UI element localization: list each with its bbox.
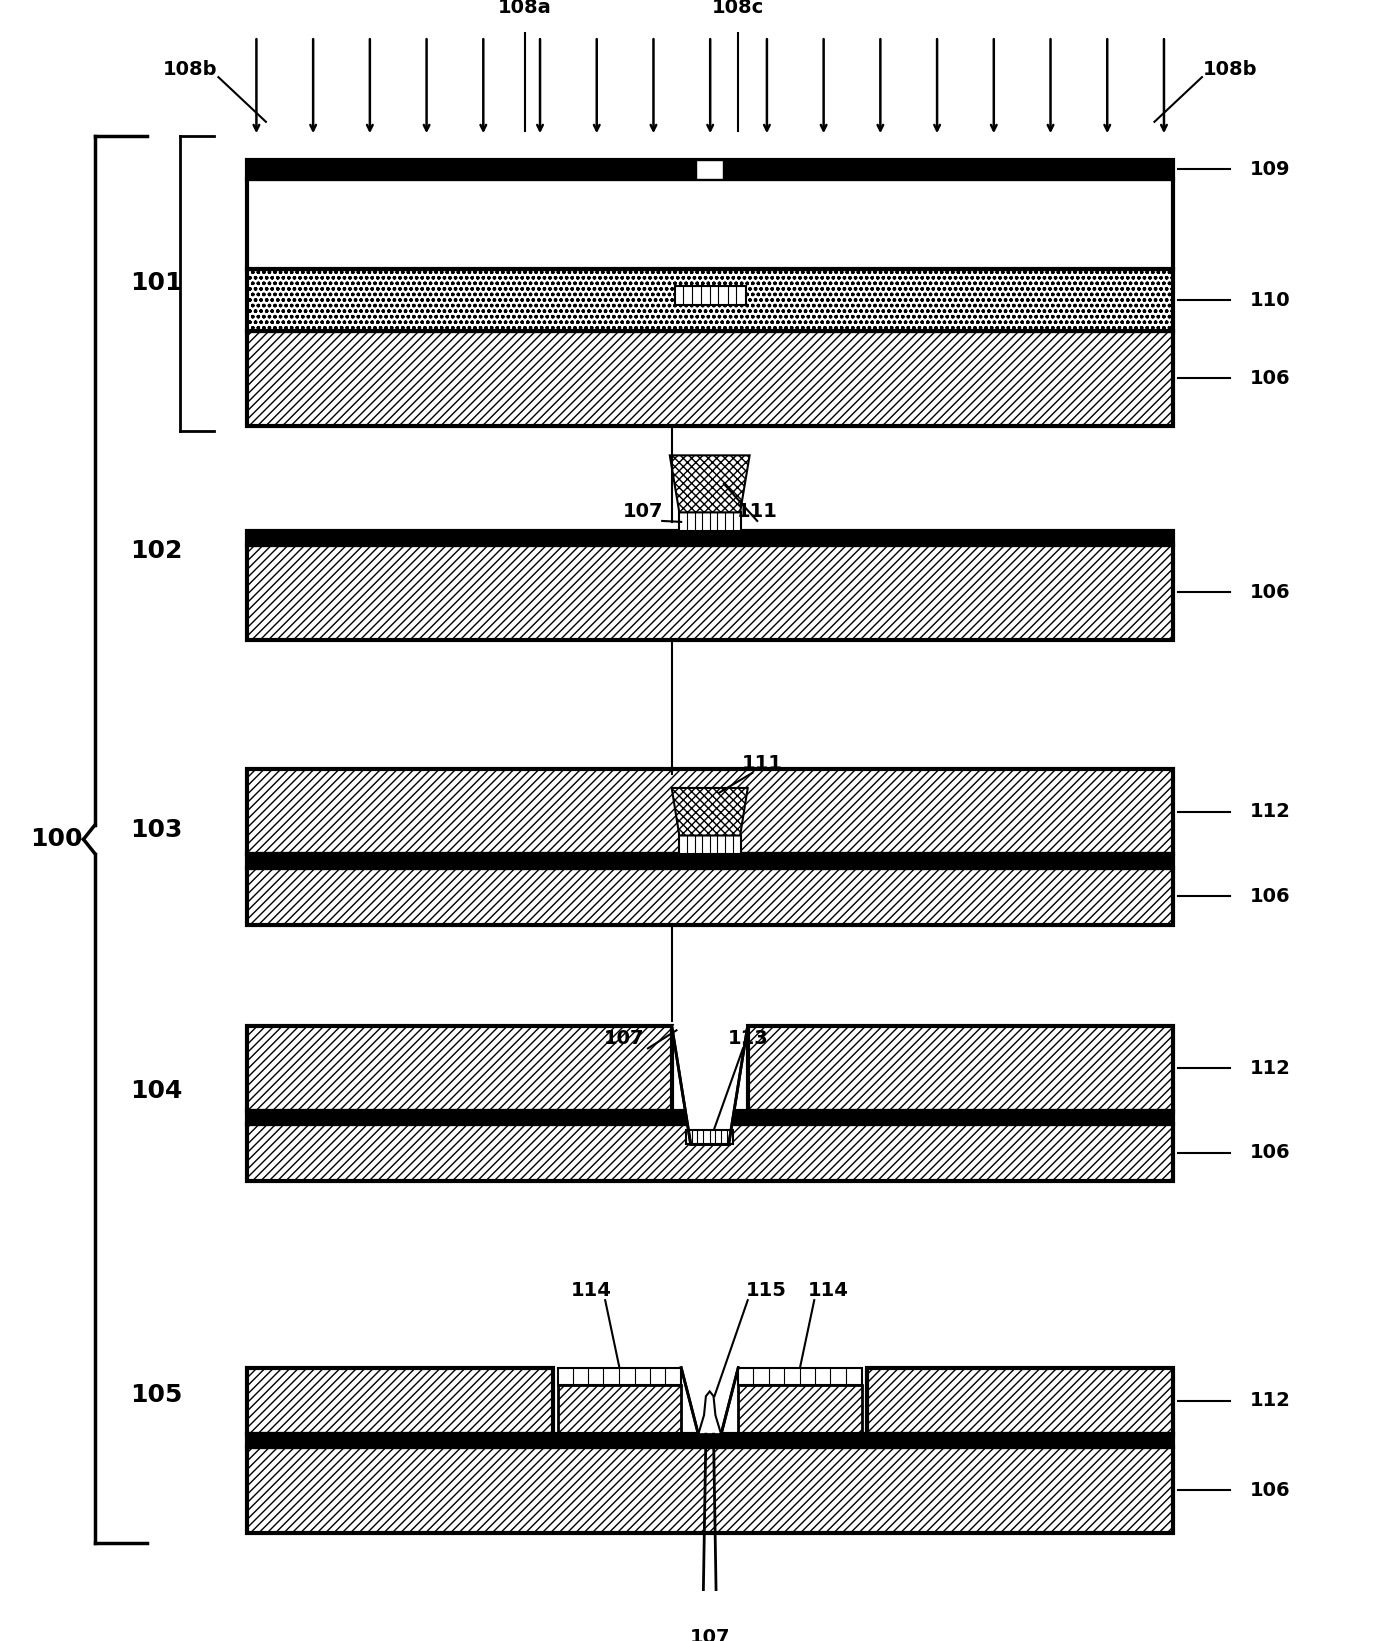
Polygon shape <box>669 455 750 512</box>
Polygon shape <box>672 1026 747 1144</box>
Bar <box>867 1367 1173 1434</box>
Bar <box>747 1026 1173 1111</box>
Bar <box>738 1367 861 1385</box>
Text: 106: 106 <box>1249 369 1290 387</box>
Bar <box>247 1367 552 1434</box>
Bar <box>247 532 1173 545</box>
Text: 111: 111 <box>736 502 778 520</box>
Text: 107: 107 <box>605 1029 644 1049</box>
Bar <box>679 512 741 532</box>
Text: 110: 110 <box>1249 290 1290 310</box>
Bar <box>558 1367 682 1385</box>
Text: 106: 106 <box>1249 886 1290 906</box>
Text: 108b: 108b <box>162 61 217 79</box>
Bar <box>247 1026 672 1111</box>
Text: 107: 107 <box>690 1628 730 1641</box>
Bar <box>247 269 1173 331</box>
Bar <box>247 545 1173 640</box>
Bar <box>247 770 1173 855</box>
Bar <box>247 331 1173 427</box>
Text: 104: 104 <box>131 1080 183 1103</box>
Text: 100: 100 <box>30 827 82 852</box>
Polygon shape <box>672 788 747 835</box>
Text: 114: 114 <box>808 1282 849 1300</box>
Bar <box>247 855 1173 868</box>
Bar <box>247 179 1173 269</box>
Text: 101: 101 <box>131 271 183 295</box>
Bar <box>247 1111 1173 1124</box>
Polygon shape <box>698 1392 721 1434</box>
Bar <box>686 1131 734 1144</box>
Text: 108c: 108c <box>712 0 764 18</box>
Bar <box>247 159 1173 179</box>
Text: 106: 106 <box>1249 583 1290 602</box>
Text: 111: 111 <box>742 753 782 773</box>
Text: 109: 109 <box>1249 159 1290 179</box>
Text: 113: 113 <box>727 1029 768 1049</box>
Text: 114: 114 <box>570 1282 611 1300</box>
Text: 108a: 108a <box>497 0 552 18</box>
Text: 115: 115 <box>746 1282 787 1300</box>
Bar <box>679 835 741 855</box>
Text: 112: 112 <box>1249 1392 1290 1410</box>
Bar <box>558 1385 682 1434</box>
Text: 106: 106 <box>1249 1144 1290 1162</box>
Bar <box>247 1447 1173 1533</box>
Text: 103: 103 <box>131 817 183 842</box>
Bar <box>738 1385 861 1434</box>
Bar <box>247 868 1173 926</box>
Text: 108b: 108b <box>1204 61 1257 79</box>
Bar <box>247 1434 1173 1447</box>
Bar <box>247 1124 1173 1182</box>
Polygon shape <box>682 1367 738 1434</box>
Text: 105: 105 <box>131 1383 183 1408</box>
Text: 106: 106 <box>1249 1480 1290 1500</box>
Text: 107: 107 <box>622 502 664 520</box>
Text: 112: 112 <box>1249 802 1290 820</box>
Bar <box>675 286 746 305</box>
Text: 102: 102 <box>131 540 183 563</box>
Text: 112: 112 <box>1249 1058 1290 1078</box>
Bar <box>697 159 723 179</box>
